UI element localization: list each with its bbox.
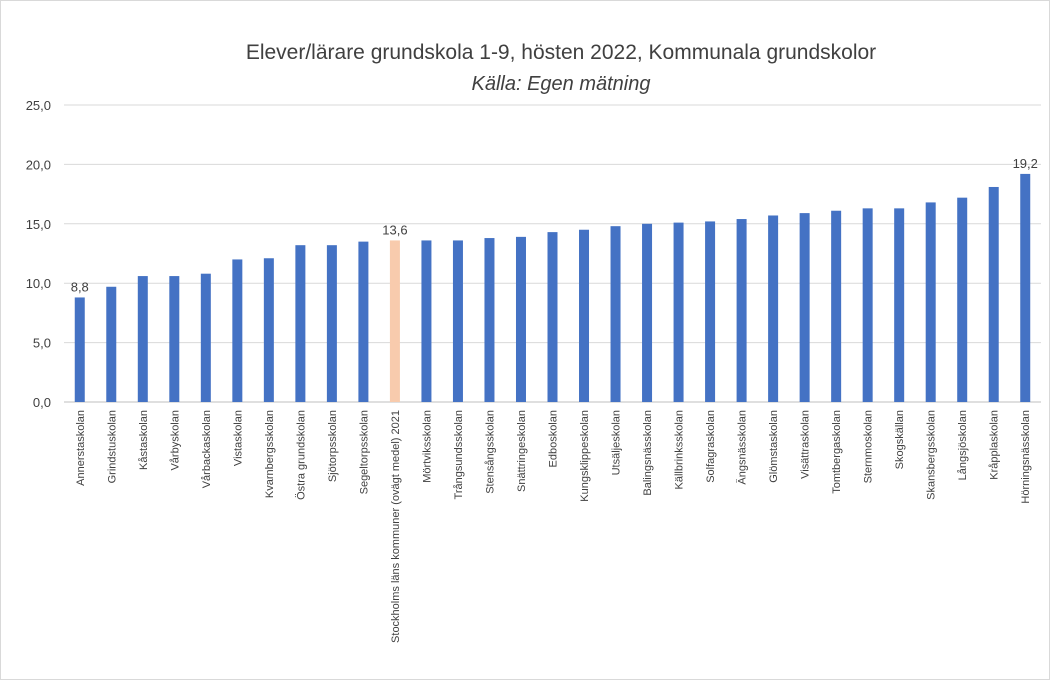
x-tick-label: Grindstuskolan <box>106 410 118 483</box>
data-label: 19,2 <box>1013 156 1038 171</box>
bar <box>169 276 180 402</box>
bar <box>232 259 243 402</box>
bar <box>200 273 211 402</box>
x-tick-label: Segeltorpsskolan <box>358 410 370 494</box>
bar <box>705 221 716 402</box>
x-tick-label: Snättringeskolan <box>516 410 528 492</box>
x-tick-label: Ängsnässkolan <box>737 410 749 485</box>
bar <box>579 229 590 402</box>
y-tick-label: 10,0 <box>26 276 51 291</box>
x-tick-label: Solfagraskolan <box>705 410 717 483</box>
bar <box>768 215 779 402</box>
x-tick-label: Kråpplaskolan <box>989 410 1001 480</box>
bar <box>799 213 810 402</box>
bar <box>515 236 526 402</box>
x-tick-label: Kungsklippeskolan <box>579 410 591 502</box>
bar <box>862 208 873 402</box>
x-tick-label: Vårbyskolan <box>169 410 181 471</box>
x-tick-label: Edboskolan <box>548 410 560 468</box>
bars <box>74 173 1031 402</box>
x-tick-label: Skansbergsskolan <box>926 410 938 500</box>
x-tick-label: Östra grundskolan <box>295 410 307 500</box>
chart-title: Elever/lärare grundskola 1-9, hösten 202… <box>246 41 876 64</box>
bar <box>263 258 274 402</box>
bar <box>484 238 495 402</box>
x-tick-label: Kåstaskolan <box>138 410 150 470</box>
x-tick-label: Källbrinksskolan <box>674 410 686 489</box>
bar <box>610 226 621 402</box>
bar <box>736 219 747 402</box>
x-tick-label: Skogskällan <box>894 410 906 469</box>
bar <box>1020 173 1031 402</box>
bar <box>925 202 936 402</box>
x-tick-label: Visättraskolan <box>800 410 812 479</box>
x-tick-label: Mörtviksskolan <box>421 410 433 483</box>
x-tick-label: Kvarnbergsskolan <box>264 410 276 498</box>
chart-subtitle: Källa: Egen mätning <box>471 73 650 95</box>
x-tick-label: Tomtbergaskolan <box>831 410 843 494</box>
bar <box>389 240 400 402</box>
x-tick-label: Stensångsskolan <box>484 410 496 494</box>
bar <box>673 222 684 402</box>
y-tick-label: 15,0 <box>26 217 51 232</box>
data-label: 13,6 <box>382 222 407 237</box>
x-tick-label: Stockholms läns kommuner (ovägt medel) 2… <box>390 410 402 643</box>
bar <box>452 240 463 402</box>
x-tick-label: Sjötorpsskolan <box>327 410 339 482</box>
x-axis: Annerstaskolan Grindstuskolan Kåstaskolan V… <box>75 410 1032 643</box>
y-tick-label: 5,0 <box>33 336 51 351</box>
bar <box>295 245 306 402</box>
y-tick-label: 25,0 <box>26 98 51 113</box>
y-tick-label: 0,0 <box>33 395 51 410</box>
bar <box>106 286 117 402</box>
x-tick-label: Glömstaskolan <box>768 410 780 483</box>
bar <box>358 241 369 402</box>
bar <box>642 223 653 402</box>
data-labels: 8,8 13,6 19,2 <box>71 156 1038 295</box>
bar <box>137 276 148 402</box>
bar <box>957 197 968 402</box>
x-tick-label: Sternmoskolan <box>863 410 875 483</box>
bar <box>421 240 432 402</box>
x-tick-label: Annerstaskolan <box>75 410 87 486</box>
bar <box>326 245 337 402</box>
x-tick-label: Balingsnässkolan <box>642 410 654 496</box>
x-tick-label: Trångsundsskolan <box>453 410 465 499</box>
y-tick-label: 20,0 <box>26 157 51 172</box>
x-tick-label: Vistaskolan <box>232 410 244 466</box>
bar <box>831 210 842 402</box>
x-tick-label: Vårbackaskolan <box>201 410 213 488</box>
bar <box>988 186 999 402</box>
bar <box>74 297 85 402</box>
bar <box>547 232 558 402</box>
y-axis: 0,0 5,0 10,0 15,0 20,0 25,0 <box>26 98 51 410</box>
x-tick-label: Utsäljeskolan <box>611 410 623 475</box>
bar <box>894 208 905 402</box>
x-tick-label: Långsjöskolan <box>957 410 969 480</box>
x-tick-label: Hörningsnässkolan <box>1020 410 1032 504</box>
data-label: 8,8 <box>71 279 89 294</box>
